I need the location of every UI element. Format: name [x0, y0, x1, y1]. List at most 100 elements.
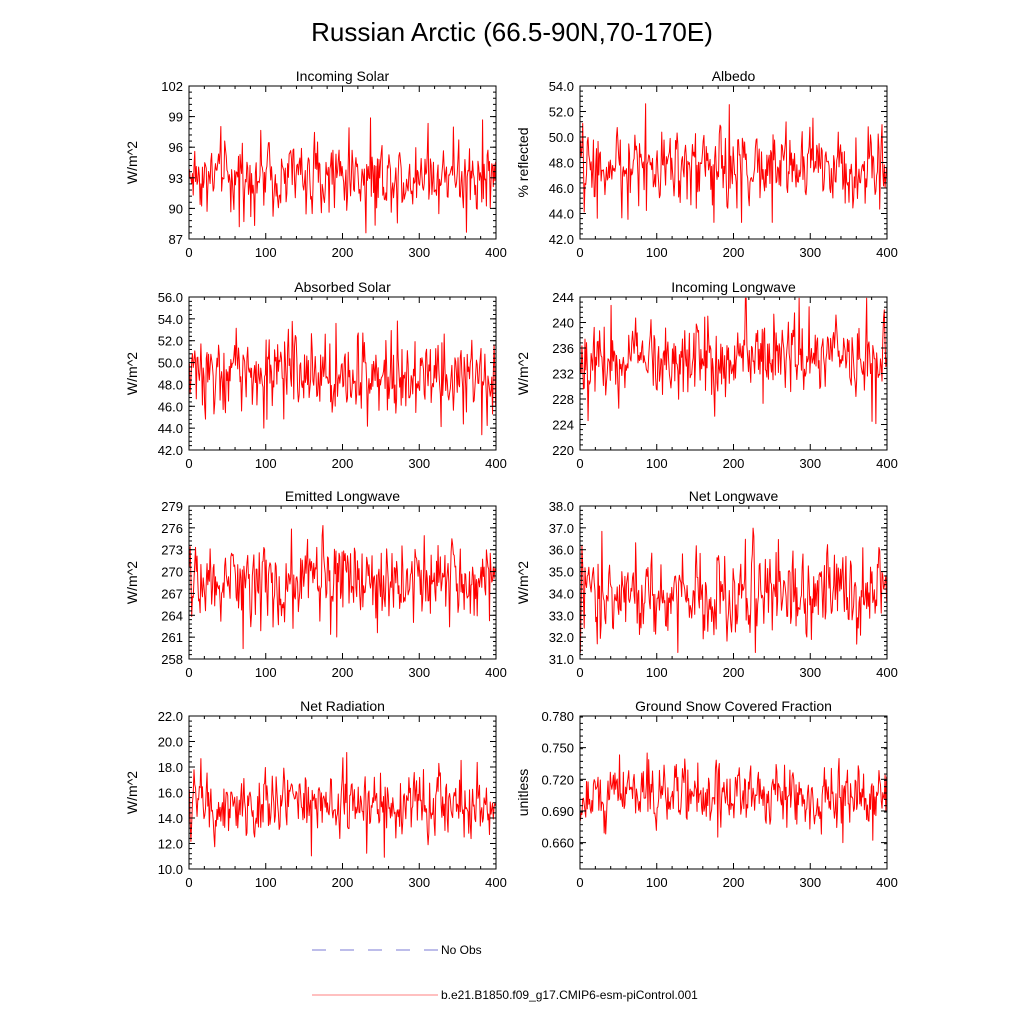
y-tick-label: 273 — [161, 543, 183, 558]
x-tick-label: 100 — [646, 665, 668, 680]
x-tick-label: 200 — [723, 875, 745, 890]
y-axis-label: unitless — [515, 769, 531, 816]
y-tick-label: 228 — [552, 392, 574, 407]
y-axis-label: % reflected — [515, 127, 531, 197]
x-tick-label: 300 — [799, 245, 821, 260]
x-tick-label: 400 — [876, 456, 898, 471]
x-tick-label: 400 — [876, 245, 898, 260]
legend-no-obs-label: No Obs — [441, 943, 482, 957]
x-tick-label: 100 — [646, 875, 668, 890]
x-tick-label: 400 — [485, 665, 507, 680]
x-tick-label: 400 — [485, 875, 507, 890]
x-tick-label: 100 — [255, 245, 277, 260]
y-tick-label: 42.0 — [549, 232, 574, 247]
plot-frame — [188, 715, 497, 870]
y-tick-label: 224 — [552, 418, 574, 433]
x-tick-label: 200 — [332, 456, 354, 471]
legend: No Obs b.e21.B1850.f09_g17.CMIP6-esm-piC… — [312, 943, 698, 1002]
y-tick-label: 33.0 — [549, 608, 574, 623]
chart-title: Albedo — [712, 68, 756, 84]
y-tick-label: 31.0 — [549, 652, 574, 667]
data-series-line — [579, 103, 888, 223]
y-tick-label: 42.0 — [158, 443, 183, 458]
x-tick-label: 400 — [876, 665, 898, 680]
x-tick-label: 100 — [255, 456, 277, 471]
y-tick-label: 34.0 — [549, 586, 574, 601]
x-tick-label: 0 — [185, 665, 192, 680]
data-series-line — [188, 117, 497, 234]
x-tick-label: 0 — [185, 245, 192, 260]
chart-panel: Incoming Longwave W/m^2 0 100 200 300 400 220 22… — [515, 279, 898, 471]
y-axis-label: W/m^2 — [124, 352, 140, 395]
x-tick-label: 400 — [876, 875, 898, 890]
x-tick-label: 400 — [485, 456, 507, 471]
chart-panel: Emitted Longwave W/m^2 0 100 200 300 400 258 261… — [124, 488, 507, 680]
data-series-line — [579, 527, 888, 653]
y-tick-label: 52.0 — [158, 334, 183, 349]
chart-title: Emitted Longwave — [285, 488, 400, 504]
y-axis-label: W/m^2 — [515, 352, 531, 395]
y-tick-label: 232 — [552, 367, 574, 382]
x-tick-label: 200 — [723, 665, 745, 680]
y-tick-label: 267 — [161, 586, 183, 601]
y-tick-label: 54.0 — [158, 312, 183, 327]
plot-frame — [188, 85, 497, 240]
y-tick-label: 16.0 — [158, 786, 183, 801]
y-tick-label: 90 — [169, 201, 183, 216]
x-tick-label: 100 — [646, 245, 668, 260]
y-tick-label: 14.0 — [158, 811, 183, 826]
y-tick-label: 44.0 — [158, 421, 183, 436]
y-tick-label: 22.0 — [158, 709, 183, 724]
y-tick-label: 279 — [161, 499, 183, 514]
y-tick-label: 44.0 — [549, 207, 574, 222]
y-tick-label: 0.780 — [541, 709, 574, 724]
chart-panel: Albedo % reflected 0 100 200 300 400 42.0 44.0 46… — [515, 68, 898, 260]
panels-group: Incoming Solar W/m^2 0 100 200 300 400 87 90 93 96… — [124, 68, 898, 890]
y-tick-label: 270 — [161, 565, 183, 580]
y-tick-label: 258 — [161, 652, 183, 667]
chart-panel: Ground Snow Covered Fraction unitless 0 100… — [515, 698, 898, 890]
x-tick-label: 200 — [723, 456, 745, 471]
y-tick-label: 0.660 — [541, 836, 574, 851]
x-tick-label: 300 — [799, 665, 821, 680]
x-tick-label: 0 — [185, 456, 192, 471]
y-tick-label: 52.0 — [549, 105, 574, 120]
x-tick-label: 200 — [332, 245, 354, 260]
y-axis-label: W/m^2 — [515, 561, 531, 604]
y-axis-label: W/m^2 — [124, 561, 140, 604]
x-tick-label: 0 — [185, 875, 192, 890]
y-tick-label: 0.720 — [541, 772, 574, 787]
data-series-line — [579, 752, 888, 844]
chart-title: Incoming Longwave — [671, 279, 796, 295]
x-tick-label: 300 — [408, 875, 430, 890]
y-tick-label: 20.0 — [158, 735, 183, 750]
y-tick-label: 0.750 — [541, 741, 574, 756]
x-tick-label: 0 — [576, 245, 583, 260]
y-tick-label: 35.0 — [549, 565, 574, 580]
y-tick-label: 37.0 — [549, 521, 574, 536]
data-series-line — [188, 320, 497, 436]
x-tick-label: 100 — [646, 456, 668, 471]
y-tick-label: 12.0 — [158, 837, 183, 852]
chart-title: Incoming Solar — [296, 68, 390, 84]
y-axis-label: W/m^2 — [124, 141, 140, 184]
x-tick-label: 0 — [576, 665, 583, 680]
y-tick-label: 50.0 — [549, 130, 574, 145]
chart-title: Ground Snow Covered Fraction — [635, 698, 832, 714]
x-tick-label: 0 — [576, 875, 583, 890]
x-tick-label: 0 — [576, 456, 583, 471]
x-tick-label: 300 — [408, 456, 430, 471]
y-tick-label: 56.0 — [158, 290, 183, 305]
chart-panel: Incoming Solar W/m^2 0 100 200 300 400 87 90 93 96… — [124, 68, 507, 260]
data-series-line — [188, 752, 497, 858]
x-tick-label: 300 — [408, 665, 430, 680]
data-series-line — [579, 297, 888, 425]
y-tick-label: 102 — [161, 79, 183, 94]
y-tick-label: 264 — [161, 608, 183, 623]
y-tick-label: 96 — [169, 140, 183, 155]
x-tick-label: 200 — [332, 875, 354, 890]
chart-title: Net Radiation — [300, 698, 385, 714]
x-tick-label: 100 — [255, 665, 277, 680]
y-tick-label: 10.0 — [158, 862, 183, 877]
